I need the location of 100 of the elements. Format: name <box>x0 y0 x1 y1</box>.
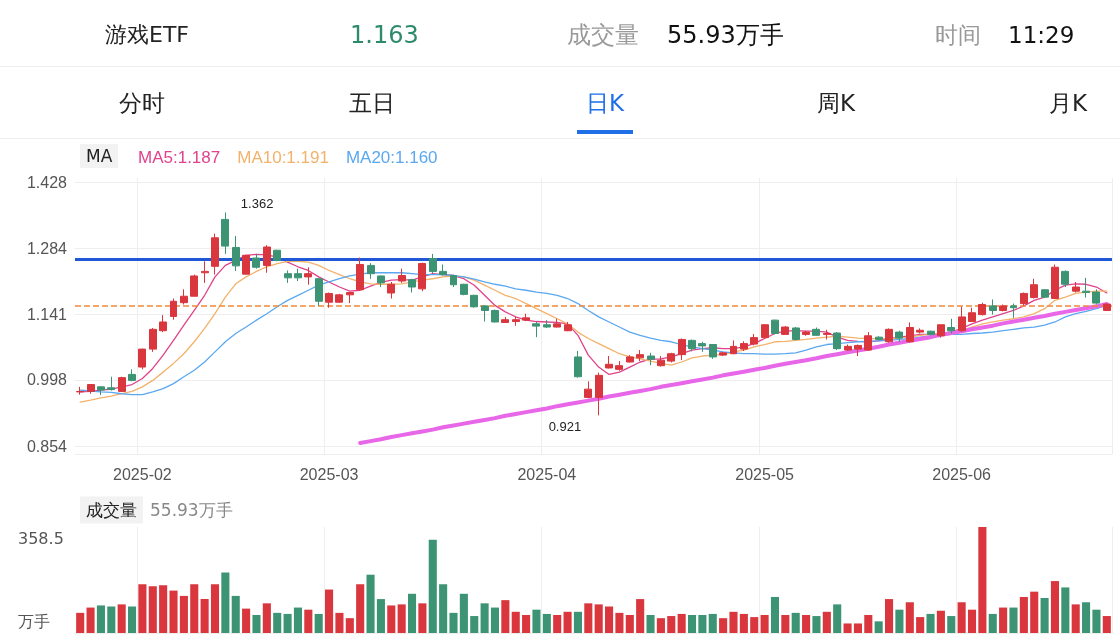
candlestick <box>968 307 976 323</box>
candlestick <box>626 354 634 363</box>
bar <box>532 609 541 633</box>
candlestick <box>398 268 406 284</box>
candlestick <box>916 327 924 334</box>
bar <box>760 614 769 633</box>
bar <box>864 614 873 633</box>
bar <box>791 612 800 633</box>
text: 55.93万手 <box>667 20 784 51</box>
chart-subtitle: 55.93万手 <box>150 498 233 522</box>
bar <box>905 602 914 633</box>
text: 11:29 <box>1008 22 1075 48</box>
candlestick <box>273 249 281 262</box>
bar <box>967 609 977 633</box>
y-tick-label: 1.141 <box>26 305 68 323</box>
candlestick <box>657 355 665 368</box>
candlestick <box>284 269 292 284</box>
text: MA <box>80 144 119 168</box>
bar <box>988 613 997 633</box>
bar <box>356 584 365 633</box>
candlestick <box>999 304 1007 312</box>
bar <box>107 606 116 633</box>
bar <box>490 607 500 633</box>
candlestick <box>170 298 177 321</box>
bar <box>242 608 251 633</box>
candlestick <box>149 327 157 353</box>
candlestick <box>781 325 789 335</box>
bar <box>563 611 572 633</box>
y-tick-label: 1.284 <box>26 239 68 257</box>
text: 时间 <box>935 20 981 50</box>
bar <box>947 616 956 633</box>
candlestick <box>730 339 737 355</box>
candlestick <box>335 293 343 304</box>
candlestick <box>460 283 468 296</box>
bar <box>1061 587 1070 633</box>
bar <box>169 590 178 633</box>
bar <box>366 574 375 633</box>
bar <box>957 602 966 633</box>
candlestick <box>356 257 364 291</box>
bar <box>1082 602 1091 633</box>
bar <box>936 610 945 633</box>
bar <box>127 606 137 633</box>
bar <box>397 604 406 633</box>
candlestick <box>232 235 240 272</box>
bar <box>449 612 458 633</box>
x-tick-label: 2025-04 <box>517 465 577 483</box>
candlestick <box>771 319 779 335</box>
candlestick <box>989 298 997 316</box>
text: 成交量 <box>567 20 639 51</box>
candlestick <box>180 288 188 305</box>
bar <box>646 614 655 633</box>
bar <box>698 614 707 633</box>
candlestick <box>812 327 820 337</box>
bar <box>1040 598 1049 633</box>
candlestick <box>605 355 613 369</box>
bar <box>1092 609 1101 633</box>
candlestick <box>750 333 758 346</box>
candlestick <box>315 277 323 307</box>
annotation: 1.362 <box>240 196 274 211</box>
candlestick <box>906 321 914 344</box>
bar <box>501 600 510 633</box>
candlestick <box>895 330 903 343</box>
bar <box>179 595 188 633</box>
bar <box>656 618 665 633</box>
text: 周K <box>816 88 856 118</box>
candlestick <box>439 263 447 277</box>
bar <box>729 611 738 633</box>
line-series <box>358 302 1109 445</box>
candlestick <box>450 274 457 288</box>
bar <box>138 584 147 633</box>
bar <box>407 593 417 633</box>
bar <box>148 586 157 633</box>
candlestick <box>740 340 748 352</box>
bar <box>428 539 437 633</box>
candlestick <box>128 368 136 382</box>
bar <box>542 613 551 633</box>
candlestick <box>190 274 198 297</box>
candlestick <box>512 316 520 327</box>
candlestick <box>1103 303 1111 311</box>
bar <box>926 613 935 633</box>
candlestick <box>159 314 167 333</box>
bar <box>677 613 686 633</box>
bar <box>376 599 385 633</box>
bar <box>252 614 261 633</box>
bar <box>874 621 883 633</box>
bar <box>231 595 240 633</box>
bar <box>739 613 748 633</box>
candlestick <box>522 313 530 322</box>
candlestick <box>87 383 95 395</box>
candlestick <box>501 316 509 324</box>
bar <box>843 623 852 633</box>
bar <box>584 603 593 633</box>
candlestick <box>574 350 582 379</box>
candlestick <box>958 306 966 333</box>
candlestick <box>304 266 312 286</box>
bar <box>770 596 780 633</box>
text: MA5:1.187 <box>138 148 221 167</box>
candlestick <box>719 351 727 357</box>
bar <box>1009 607 1018 633</box>
candlestick <box>470 294 478 309</box>
